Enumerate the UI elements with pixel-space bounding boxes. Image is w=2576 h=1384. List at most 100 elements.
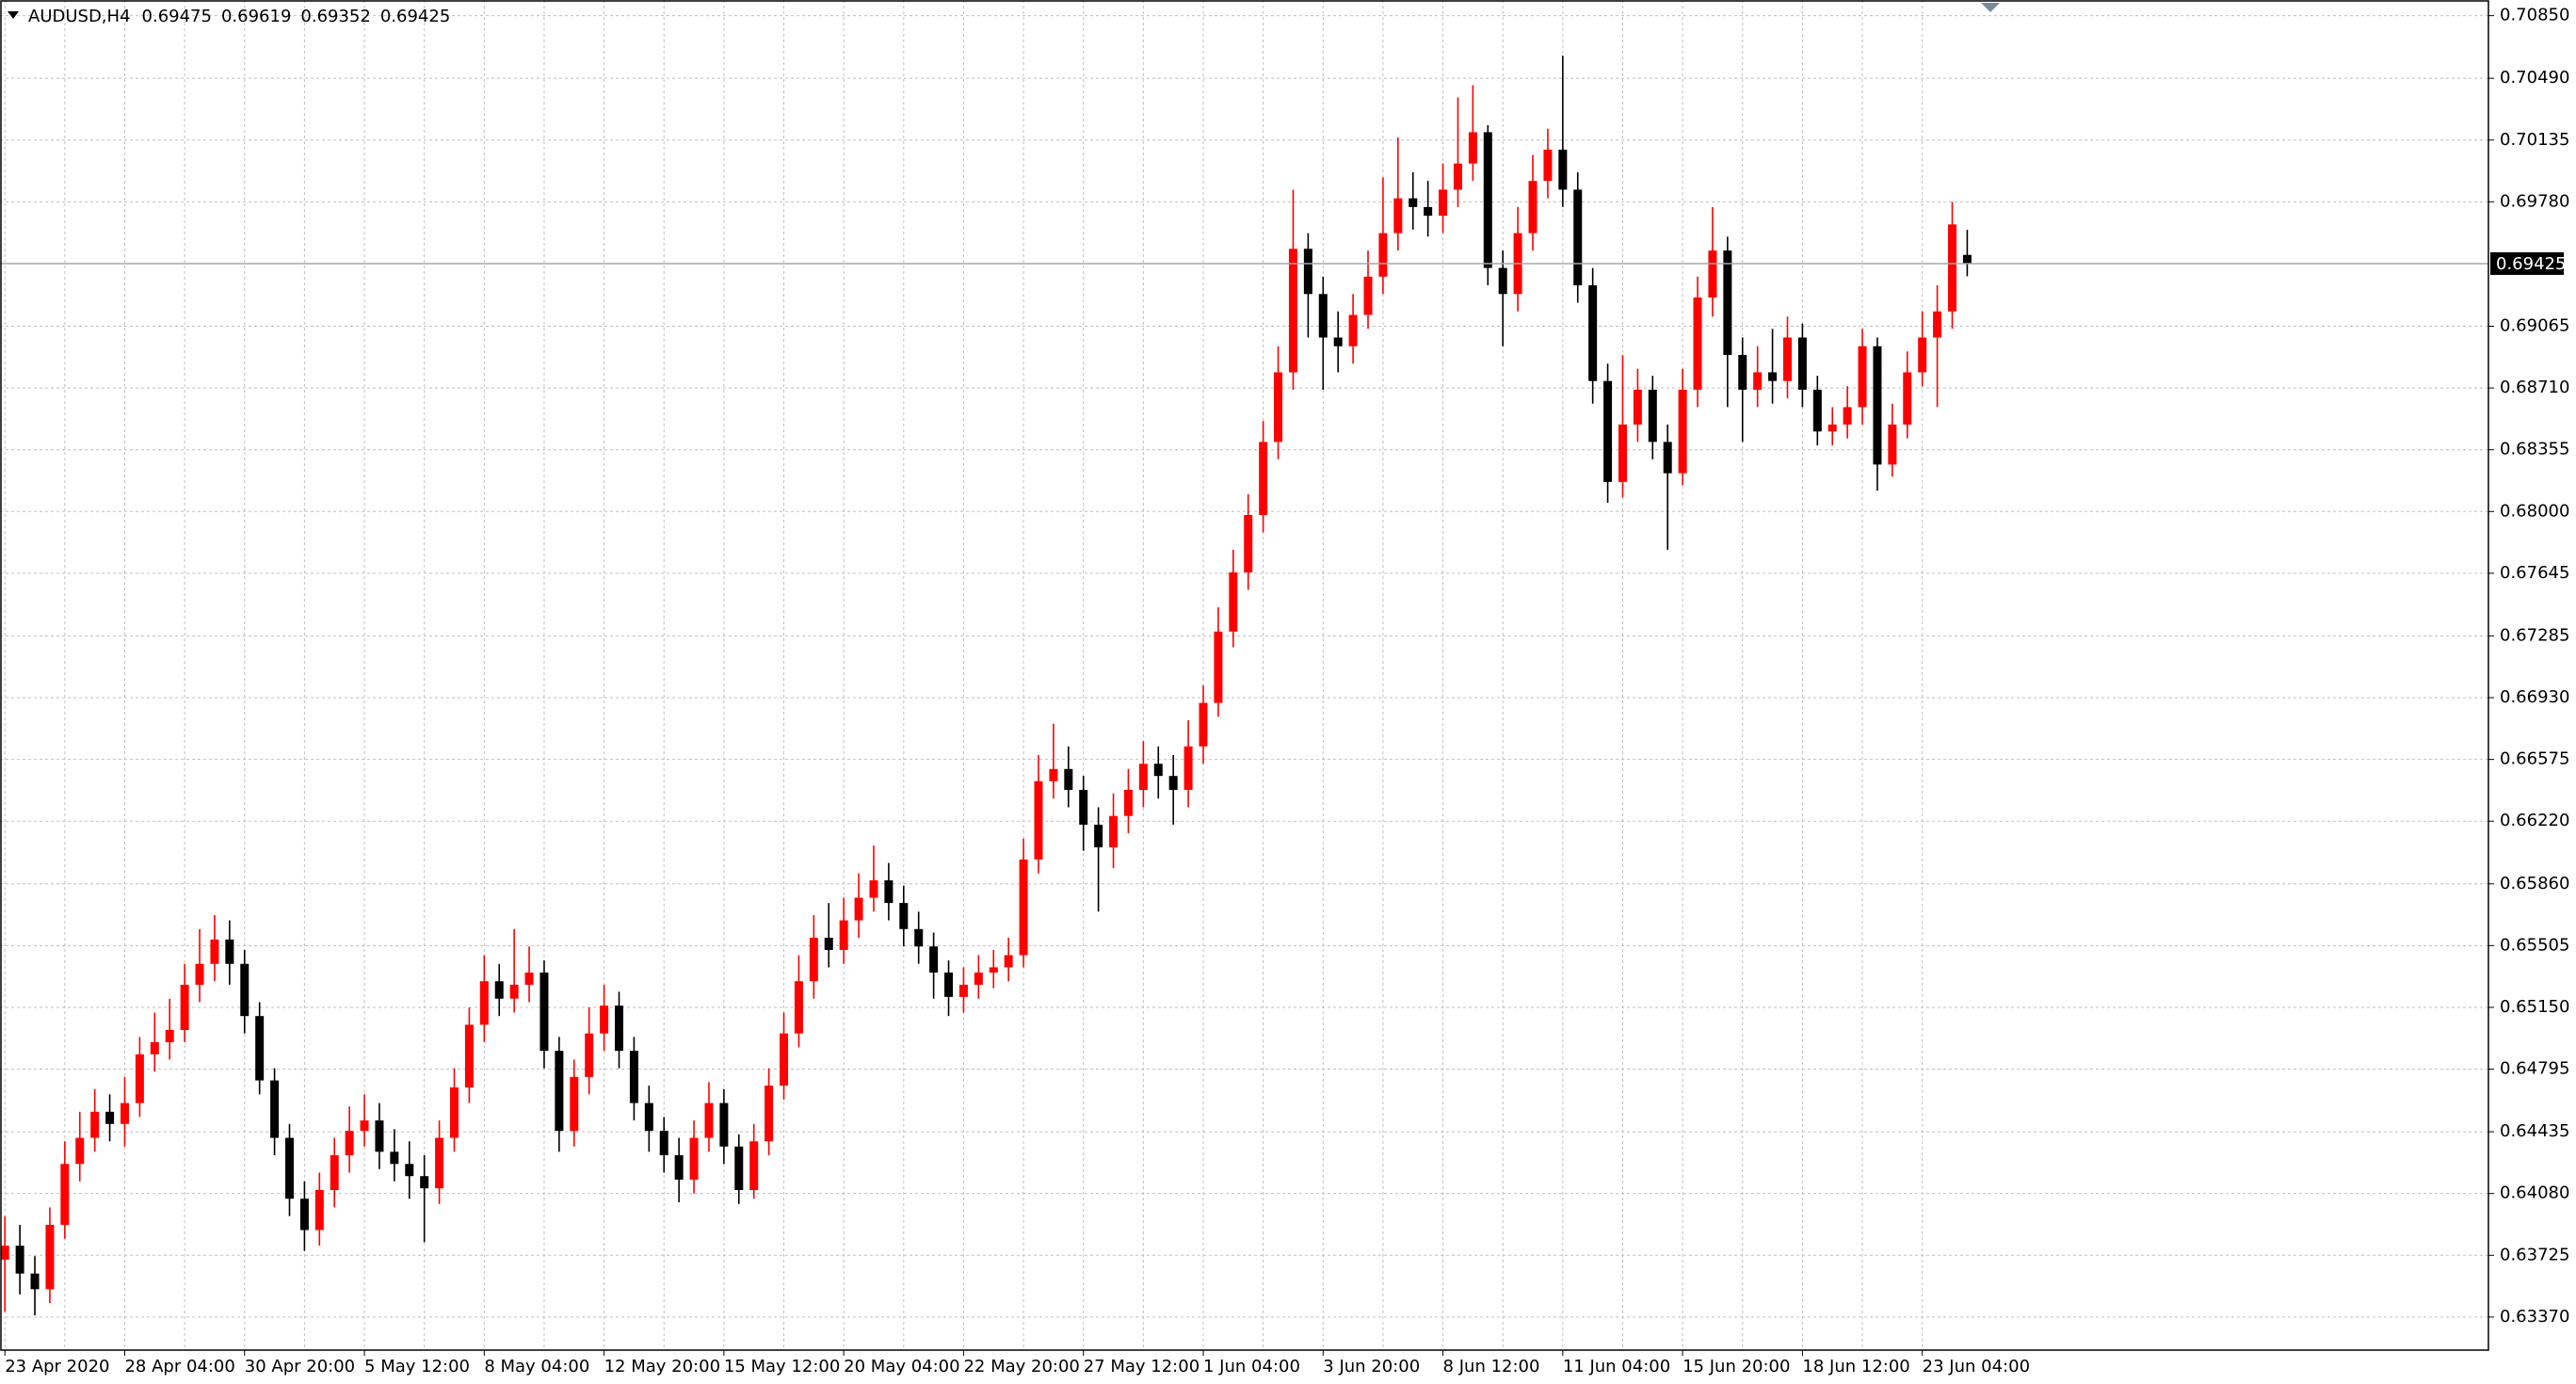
candle-body [1797, 337, 1807, 390]
candle-body [165, 1029, 174, 1042]
candle-body [1318, 294, 1328, 338]
candle-body [195, 963, 204, 985]
x-tick-label: 8 Jun 12:00 [1443, 1357, 1540, 1376]
candle-body [450, 1086, 459, 1138]
candle-body [180, 984, 189, 1030]
candle-body [360, 1120, 369, 1132]
y-tick-label: 0.63725 [2500, 1245, 2569, 1264]
candle-body [405, 1164, 414, 1177]
header-low: 0.69352 [300, 7, 370, 26]
candle-body [1603, 380, 1613, 482]
candle-body [780, 1033, 789, 1086]
candle-body [1288, 249, 1297, 373]
candle-body [1708, 250, 1717, 298]
candle-body [60, 1164, 70, 1225]
candle-body [1363, 276, 1373, 315]
candle-body [479, 981, 489, 1025]
candle-body [1812, 389, 1822, 432]
candle-body [1843, 407, 1852, 425]
candle-body [734, 1146, 744, 1190]
candle-body [1333, 337, 1343, 346]
candle-body [1229, 571, 1238, 632]
candle-body [1199, 702, 1208, 747]
candle-body [1918, 337, 1927, 373]
y-tick-label: 0.63370 [2500, 1307, 2569, 1327]
candle-body [0, 1246, 9, 1260]
candle-body [1409, 198, 1418, 207]
candle-body [1948, 224, 1956, 312]
candle-body [1183, 746, 1193, 790]
candle-body [1303, 249, 1312, 295]
menu-arrow[interactable] [8, 11, 19, 19]
candle-body [704, 1102, 714, 1138]
candle-body [674, 1155, 684, 1180]
candle-body [1618, 424, 1627, 482]
header-open: 0.69475 [142, 7, 212, 26]
candle-body [524, 972, 534, 985]
candle-body [120, 1102, 129, 1124]
candle-body [1214, 631, 1223, 703]
candle-body [464, 1024, 474, 1087]
y-tick-label: 0.69065 [2500, 315, 2569, 335]
header-high: 0.69619 [221, 7, 291, 26]
candle-body [1723, 250, 1732, 355]
candle-body [1153, 764, 1163, 777]
candle-body [284, 1137, 294, 1199]
y-tick-label: 0.66930 [2500, 687, 2569, 707]
candle-body [1648, 389, 1657, 443]
y-tick-label: 0.64795 [2500, 1059, 2569, 1079]
y-tick-label: 0.68710 [2500, 378, 2569, 397]
candle-body [299, 1199, 309, 1231]
candle-body [255, 1016, 265, 1081]
candle-body [1738, 354, 1747, 390]
candle-body [570, 1076, 579, 1132]
y-tick-label: 0.66575 [2500, 749, 2569, 769]
candle-body [390, 1151, 399, 1165]
y-tick-label: 0.64435 [2500, 1121, 2569, 1141]
candle-body [105, 1111, 115, 1124]
candle-body [719, 1102, 729, 1147]
candle-body [1588, 285, 1598, 381]
candle-body [1573, 189, 1583, 286]
candle-body [585, 1033, 594, 1077]
candle-body [1123, 789, 1133, 816]
candle-body [824, 938, 833, 950]
candle-body [974, 972, 983, 985]
candle-body [1888, 424, 1897, 465]
x-tick-label: 8 May 04:00 [484, 1357, 589, 1376]
x-tick-label: 5 May 12:00 [364, 1357, 470, 1376]
candle-body [240, 963, 250, 1017]
candle-body [1663, 442, 1672, 474]
candle-body [869, 880, 878, 898]
candle-body [1858, 346, 1867, 408]
candle-body [914, 928, 924, 947]
candle-body [45, 1224, 55, 1290]
candle-body [1079, 789, 1088, 825]
candle-body [1633, 389, 1642, 425]
candle-body [659, 1131, 668, 1156]
x-tick-label: 27 May 12:00 [1084, 1357, 1199, 1376]
candle-body [90, 1111, 100, 1138]
axes: 0.70850 0.70490 0.70135 0.69780 0.69065 0.687… [4, 6, 2569, 1376]
x-tick-label: 1 Jun 04:00 [1203, 1357, 1300, 1376]
candle-body [1782, 337, 1792, 381]
candle-body [899, 903, 909, 929]
x-tick-label: 15 May 12:00 [724, 1357, 840, 1376]
candle-body [1753, 372, 1763, 390]
symbol: AUDUSD,H4 [28, 7, 131, 26]
y-tick-label: 0.64080 [2500, 1183, 2569, 1203]
y-tick-label: 0.66220 [2500, 811, 2569, 830]
y-tick-label: 0.65150 [2500, 997, 2569, 1017]
x-tick-label: 15 Jun 20:00 [1682, 1357, 1790, 1376]
x-tick-label: 23 Apr 2020 [5, 1357, 109, 1376]
candle-body [1378, 233, 1388, 277]
y-tick-label: 0.65505 [2500, 935, 2569, 955]
candle-body [1873, 346, 1882, 465]
candle-body [1678, 389, 1687, 474]
x-tick-label: 28 Apr 04:00 [124, 1357, 234, 1376]
candle-body [944, 972, 954, 997]
candle-body [1138, 764, 1148, 790]
candle-body [689, 1137, 699, 1180]
